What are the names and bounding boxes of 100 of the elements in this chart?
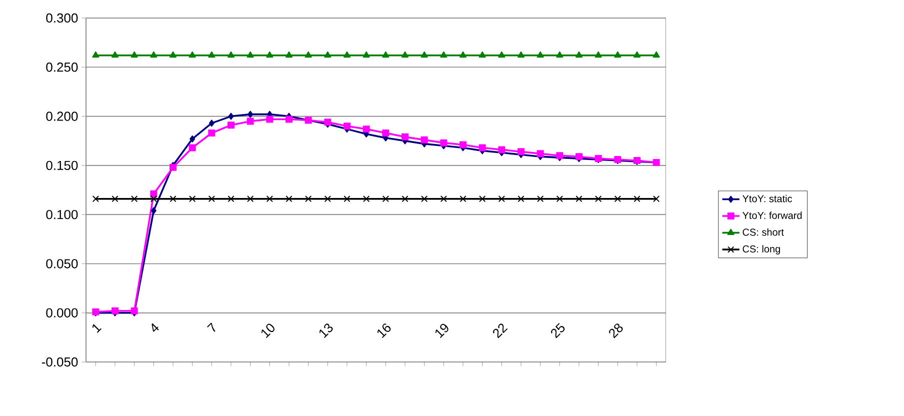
point bbox=[131, 196, 138, 202]
point bbox=[440, 139, 448, 146]
point bbox=[247, 196, 254, 202]
y-tick-label: 0.200 bbox=[46, 112, 78, 121]
point bbox=[189, 196, 196, 202]
point bbox=[517, 51, 525, 58]
point bbox=[614, 51, 622, 58]
point bbox=[130, 51, 138, 58]
point bbox=[208, 196, 215, 202]
point bbox=[537, 196, 544, 202]
point bbox=[498, 196, 505, 202]
x-tick-label: 28 bbox=[609, 324, 623, 338]
point bbox=[190, 135, 196, 142]
point bbox=[248, 110, 254, 118]
point bbox=[111, 51, 119, 58]
point bbox=[344, 196, 350, 202]
point bbox=[266, 196, 273, 202]
point bbox=[227, 51, 235, 58]
point bbox=[440, 196, 447, 202]
x-tick-label: 4 bbox=[152, 323, 159, 332]
point bbox=[324, 51, 332, 58]
point bbox=[478, 51, 486, 58]
point bbox=[228, 196, 234, 202]
point bbox=[594, 51, 602, 58]
point bbox=[460, 196, 466, 202]
y-tick-label: -0.050 bbox=[42, 357, 78, 367]
point bbox=[208, 129, 216, 136]
point bbox=[362, 126, 370, 133]
x-tick-label: 25 bbox=[551, 322, 565, 338]
point bbox=[286, 116, 293, 123]
point bbox=[266, 51, 274, 58]
point bbox=[208, 51, 216, 58]
x-tick-label: 10 bbox=[261, 324, 274, 338]
point bbox=[343, 51, 351, 58]
point bbox=[344, 122, 351, 130]
point bbox=[614, 196, 621, 202]
point bbox=[652, 51, 660, 58]
point bbox=[150, 51, 158, 58]
point bbox=[266, 116, 274, 123]
point bbox=[304, 51, 312, 58]
y-tick-label: 0.150 bbox=[46, 160, 78, 170]
point bbox=[324, 196, 331, 202]
point bbox=[420, 136, 428, 144]
point bbox=[633, 51, 641, 58]
point bbox=[536, 150, 544, 158]
point bbox=[188, 144, 196, 152]
point bbox=[518, 148, 525, 156]
point bbox=[228, 112, 234, 120]
point bbox=[556, 51, 564, 58]
point bbox=[401, 51, 409, 58]
point bbox=[402, 196, 408, 202]
point bbox=[169, 51, 177, 58]
point bbox=[498, 51, 506, 58]
point bbox=[92, 51, 100, 58]
point bbox=[556, 196, 563, 202]
legend-label: YtoY: forward bbox=[742, 212, 802, 219]
point bbox=[575, 51, 583, 58]
point bbox=[498, 146, 506, 154]
point bbox=[460, 141, 467, 148]
legend-label: CS: long bbox=[742, 245, 780, 254]
point bbox=[402, 133, 409, 140]
point bbox=[92, 196, 99, 202]
point bbox=[479, 196, 486, 202]
x-tick-label: 7 bbox=[207, 322, 216, 332]
x-tick-label: 13 bbox=[319, 324, 333, 338]
point bbox=[286, 196, 292, 202]
point bbox=[382, 51, 390, 58]
point bbox=[170, 196, 176, 202]
y-tick-label: 0.100 bbox=[46, 210, 78, 220]
point bbox=[518, 196, 524, 202]
y-tick-label: 0.300 bbox=[46, 13, 78, 23]
point bbox=[421, 196, 428, 202]
point bbox=[478, 144, 486, 152]
point bbox=[382, 196, 389, 202]
point bbox=[150, 196, 157, 202]
point bbox=[305, 196, 312, 202]
point bbox=[188, 51, 196, 58]
legend-label: CS: short bbox=[742, 228, 784, 236]
point bbox=[363, 196, 370, 202]
point bbox=[420, 51, 428, 58]
x-tick-label: 16 bbox=[377, 324, 391, 338]
point bbox=[576, 196, 582, 202]
point bbox=[228, 122, 235, 129]
point bbox=[653, 196, 660, 202]
legend-label: YtoY: static bbox=[742, 194, 792, 202]
x-tick-label: 1 bbox=[92, 324, 102, 333]
y-tick-label: 0.050 bbox=[46, 259, 78, 268]
y-tick-label: 0.250 bbox=[46, 62, 78, 72]
point bbox=[634, 196, 640, 202]
point bbox=[459, 51, 467, 58]
x-tick-label: 22 bbox=[493, 324, 508, 338]
point bbox=[112, 196, 118, 202]
y-tick-label: 0.000 bbox=[46, 308, 78, 318]
point bbox=[246, 51, 254, 58]
point bbox=[285, 51, 293, 58]
point bbox=[382, 129, 390, 136]
x-tick-label: 19 bbox=[435, 324, 448, 338]
point bbox=[150, 207, 156, 214]
point bbox=[595, 196, 602, 202]
point bbox=[150, 190, 158, 198]
